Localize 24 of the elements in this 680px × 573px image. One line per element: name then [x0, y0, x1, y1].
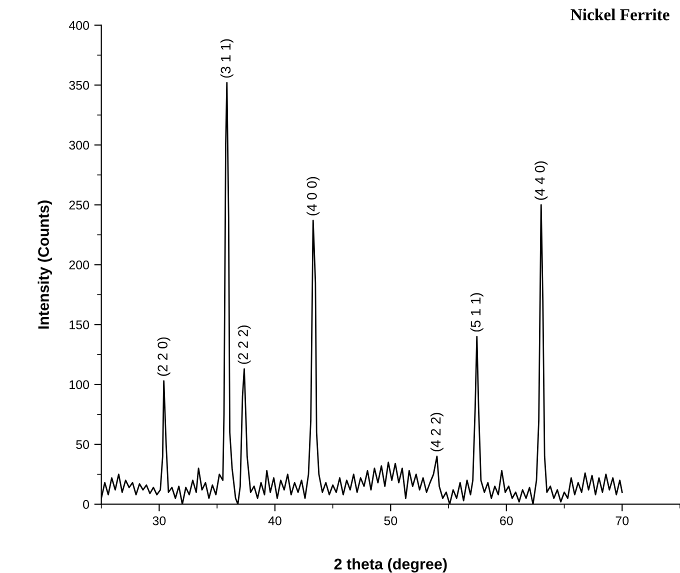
y-tick-label: 350: [69, 80, 90, 90]
y-tick-label: 300: [69, 140, 90, 150]
x-tick-label: 70: [616, 516, 629, 526]
annotation: (2 2 0): [157, 337, 170, 376]
x-tick-label: 60: [500, 516, 513, 526]
y-tick-label: 200: [69, 260, 90, 270]
annotation: (4 0 0): [306, 176, 320, 216]
y-tick-label: 100: [70, 380, 90, 390]
y-tick-label: 250: [69, 200, 90, 210]
annotation: (5 1 1): [470, 293, 484, 332]
x-axis-title: 2 theta (degree): [334, 558, 447, 573]
x-tick-label: 30: [152, 516, 166, 526]
annotation: (4 4 0): [534, 161, 548, 200]
chart-title: Nickel Ferrite: [570, 8, 670, 20]
y-axis-title: Intensity (Counts): [38, 200, 52, 329]
y-tick-label: 400: [68, 21, 90, 30]
y-tick-label: 150: [70, 320, 90, 330]
annotation: (4 2 2): [430, 412, 444, 452]
annotation: (3 1 1): [220, 39, 234, 78]
y-tick-label: 50: [76, 440, 90, 450]
x-tick-label: 40: [268, 516, 282, 526]
annotation: (2 2 2): [238, 325, 251, 364]
x-tick-label: 50: [384, 516, 398, 526]
y-tick-label: 0: [83, 500, 90, 509]
